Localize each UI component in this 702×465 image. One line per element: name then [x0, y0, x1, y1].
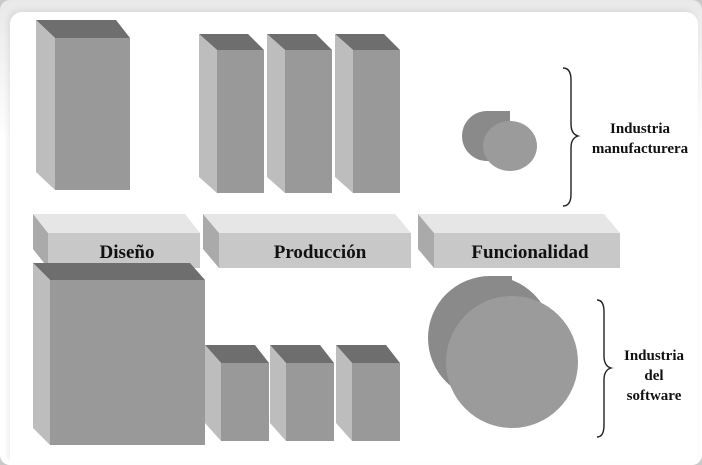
software-production-block-3 — [336, 345, 400, 441]
software-label-line1: Industria — [624, 348, 685, 364]
software-functionality-cylinder — [428, 276, 578, 428]
stage-label-functionality: Funcionalidad — [471, 242, 589, 263]
software-design-block — [33, 263, 205, 445]
manufacturing-brace — [562, 67, 581, 207]
software-production-block-2 — [270, 345, 334, 441]
stage-band-functionality — [418, 214, 620, 268]
stage-band-design — [33, 214, 200, 268]
software-label-line3: software — [627, 388, 682, 404]
manufacturing-functionality-cylinder — [462, 111, 537, 171]
stage-band-production — [203, 214, 411, 268]
manufacturing-design-block — [36, 20, 130, 190]
manufacturing-label-line2: manufacturera — [592, 141, 689, 157]
software-production-block-1 — [205, 345, 269, 441]
software-label-line2: del — [644, 368, 663, 384]
manufacturing-production-block-2 — [267, 34, 332, 193]
stage-label-production: Producción — [274, 242, 367, 263]
manufacturing-production-block-3 — [335, 34, 400, 193]
manufacturing-label-line1: Industria — [610, 121, 671, 137]
software-brace — [596, 299, 614, 438]
manufacturing-production-block-1 — [199, 34, 264, 193]
stage-label-design: Diseño — [100, 242, 155, 263]
